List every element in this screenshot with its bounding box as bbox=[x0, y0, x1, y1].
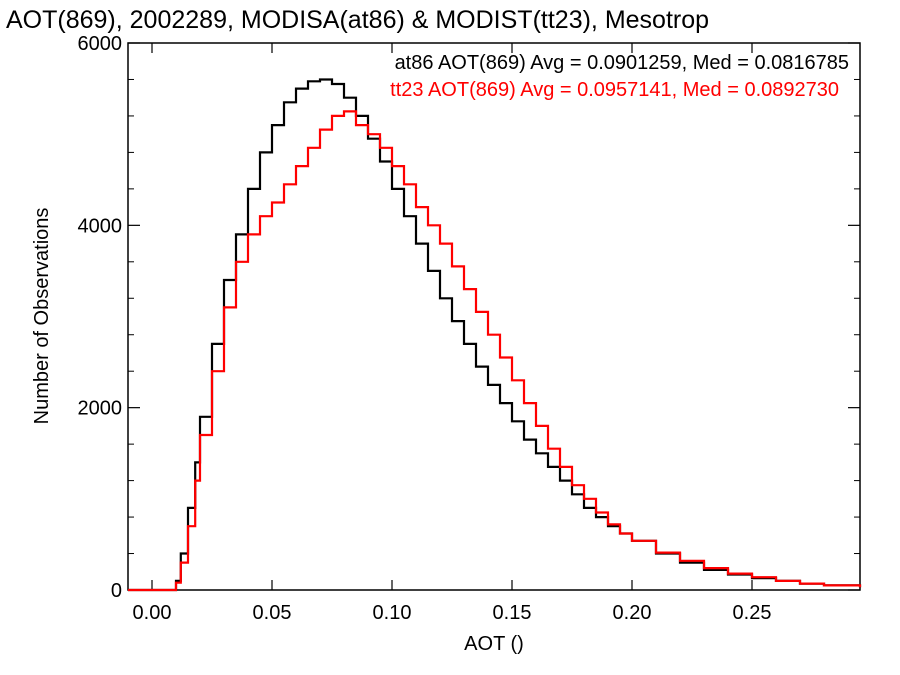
legend-entry-tt23: tt23 AOT(869) Avg = 0.0957141, Med = 0.0… bbox=[390, 79, 839, 101]
legend-entry-at86: at86 AOT(869) Avg = 0.0901259, Med = 0.0… bbox=[395, 52, 849, 74]
y-tick-label: 0 bbox=[111, 580, 122, 602]
plot-frame bbox=[127, 42, 861, 591]
y-tick-label: 4000 bbox=[78, 215, 123, 237]
x-axis-label: AOT () bbox=[464, 633, 524, 655]
series-layer bbox=[128, 78, 862, 592]
x-tick-label: 0.05 bbox=[253, 602, 292, 624]
x-tick-label: 0.00 bbox=[133, 602, 172, 624]
x-tick-label: 0.25 bbox=[733, 602, 772, 624]
x-tick-label: 0.15 bbox=[493, 602, 532, 624]
x-tick-label: 0.20 bbox=[613, 602, 652, 624]
y-tick-label: 6000 bbox=[78, 33, 123, 55]
series-line-tt23 bbox=[128, 110, 862, 592]
x-tick-label: 0.10 bbox=[373, 602, 412, 624]
chart-title: AOT(869), 2002289, MODISA(at86) & MODIST… bbox=[6, 6, 709, 34]
y-tick-label: 2000 bbox=[78, 398, 123, 420]
x-axis: 0.00 0.05 0.10 0.15 0.20 0.25 bbox=[133, 43, 772, 624]
y-axis-label: Number of Observations bbox=[31, 208, 53, 425]
